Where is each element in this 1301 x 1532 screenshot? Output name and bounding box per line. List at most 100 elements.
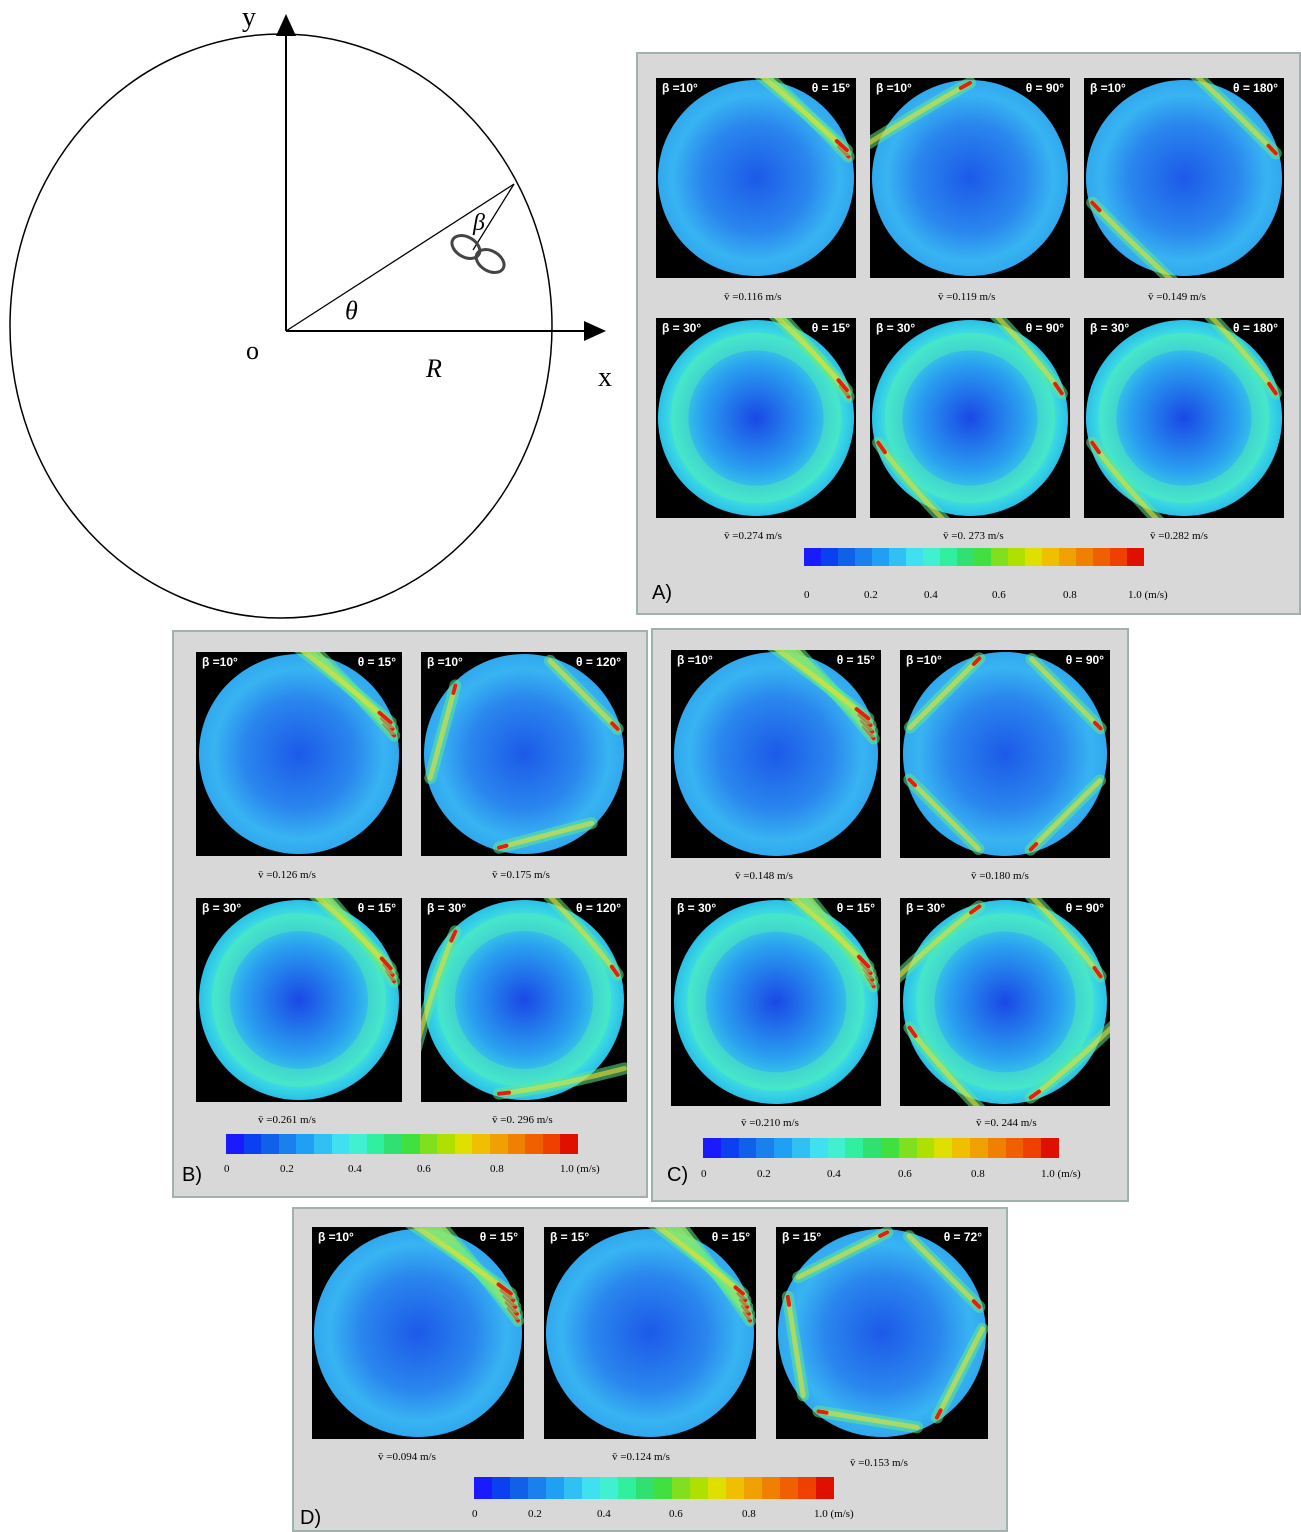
colorbar-swatch xyxy=(756,1138,775,1158)
beta-value-label: β =10° xyxy=(202,655,238,669)
colorbar-swatch xyxy=(957,548,974,566)
colorbar-tick-label: 0 xyxy=(224,1163,230,1175)
colorbar xyxy=(474,1477,834,1499)
colorbar-swatch xyxy=(991,548,1008,566)
velocity-contour-plot: β =10° θ = 15° xyxy=(671,650,881,858)
colorbar-swatch xyxy=(1008,548,1025,566)
beta-value-label: β =10° xyxy=(318,1230,354,1244)
theta-value-label: θ = 72° xyxy=(943,1230,982,1244)
colorbar-swatch xyxy=(618,1477,636,1499)
beta-value-label: β =10° xyxy=(427,655,463,669)
beta-value-label: β = 30° xyxy=(876,321,916,335)
mean-velocity-label: v̄ =0.119 m/s xyxy=(938,291,996,303)
colorbar-swatch xyxy=(454,1134,473,1154)
theta-value-label: θ = 90° xyxy=(1065,901,1104,915)
colorbar-swatch xyxy=(560,1134,578,1154)
beta-value-label: β = 15° xyxy=(782,1230,822,1244)
colorbar xyxy=(703,1138,1059,1158)
colorbar-swatch xyxy=(507,1134,526,1154)
beta-value-label: β = 30° xyxy=(662,321,702,335)
theta-value-label: θ = 120° xyxy=(576,901,621,915)
colorbar-tick-label: 0 xyxy=(804,589,810,601)
colorbar-swatch xyxy=(419,1134,438,1154)
colorbar-tick-label: 0 xyxy=(701,1168,707,1180)
colorbar-swatch xyxy=(744,1477,762,1499)
colorbar-swatch xyxy=(582,1477,600,1499)
panel-label: D) xyxy=(300,1507,322,1529)
velocity-contour-plot: β =10° θ = 15° xyxy=(656,78,856,278)
colorbar-swatch xyxy=(798,1477,816,1499)
colorbar-swatch xyxy=(1127,548,1144,566)
colorbar-swatch xyxy=(226,1134,244,1154)
theta-value-label: θ = 180° xyxy=(1233,81,1278,95)
colorbar-swatch xyxy=(1110,548,1127,566)
beta-label: β xyxy=(473,210,485,236)
colorbar-swatch xyxy=(804,548,821,566)
colorbar-swatch xyxy=(1093,548,1110,566)
colorbar-tick-label: 1.0 (m/s) xyxy=(814,1508,854,1520)
theta-value-label: θ = 120° xyxy=(576,655,621,669)
nozzle-icon xyxy=(450,234,506,274)
colorbar-tick-label: 0.8 xyxy=(742,1508,756,1520)
colorbar-swatch xyxy=(816,1477,834,1499)
colorbar-swatch xyxy=(880,1138,899,1158)
colorbar-tick-label: 0.2 xyxy=(864,589,878,601)
velocity-contour-plot: β =10° θ = 90° xyxy=(870,78,1070,278)
mean-velocity-label: v̄ =0.274 m/s xyxy=(724,530,782,542)
colorbar-swatch xyxy=(401,1134,420,1154)
mean-velocity-label: v̄ =0.116 m/s xyxy=(724,291,782,303)
colorbar-swatch xyxy=(708,1477,726,1499)
colorbar-swatch xyxy=(1059,548,1076,566)
colorbar-swatch xyxy=(474,1477,492,1499)
colorbar-swatch xyxy=(1005,1138,1024,1158)
colorbar-tick-label: 0.8 xyxy=(971,1168,985,1180)
radius-line xyxy=(285,183,515,332)
colorbar-tick-label: 0.8 xyxy=(490,1163,504,1175)
colorbar-swatch xyxy=(952,1138,970,1158)
colorbar-swatch xyxy=(780,1477,798,1499)
colorbar-swatch xyxy=(492,1477,510,1499)
y-axis-label: y xyxy=(242,2,256,33)
x-axis-label: x xyxy=(598,362,612,393)
colorbar xyxy=(804,548,1144,566)
mean-velocity-label: v̄ =0. 296 m/s xyxy=(492,1114,553,1126)
colorbar-swatch xyxy=(654,1477,672,1499)
colorbar-swatch xyxy=(762,1477,780,1499)
colorbar-swatch xyxy=(1025,548,1042,566)
colorbar-swatch xyxy=(863,1138,881,1158)
velocity-contour-plot: β = 15° θ = 15° xyxy=(544,1227,756,1439)
colorbar-tick-label: 0.6 xyxy=(669,1508,683,1520)
colorbar-swatch xyxy=(934,1138,953,1158)
panel-label: C) xyxy=(667,1164,689,1186)
theta-value-label: θ = 15° xyxy=(479,1230,518,1244)
colorbar-swatch xyxy=(821,548,838,566)
velocity-contour-plot: β = 15° θ = 72° xyxy=(776,1227,988,1439)
colorbar-swatch xyxy=(889,548,906,566)
velocity-contour-plot: β = 30° θ = 15° xyxy=(656,318,856,518)
theta-value-label: θ = 15° xyxy=(836,653,875,667)
colorbar-tick-label: 0.4 xyxy=(348,1163,362,1175)
colorbar xyxy=(226,1134,578,1154)
colorbar-tick-label: 0.2 xyxy=(528,1508,542,1520)
mean-velocity-label: v̄ =0.180 m/s xyxy=(971,870,1029,882)
mean-velocity-label: v̄ =0.261 m/s xyxy=(258,1114,316,1126)
colorbar-tick-label: 0.6 xyxy=(898,1168,912,1180)
beta-value-label: β = 30° xyxy=(677,901,717,915)
colorbar-swatch xyxy=(827,1138,846,1158)
mean-velocity-label: v̄ =0.148 m/s xyxy=(735,870,793,882)
tank-outline xyxy=(9,33,553,619)
colorbar-swatch xyxy=(349,1134,367,1154)
jet-axis-line xyxy=(472,183,515,251)
velocity-contour-plot: β =10° θ = 120° xyxy=(421,652,627,856)
colorbar-swatch xyxy=(489,1134,508,1154)
velocity-contour-plot: β = 30° θ = 15° xyxy=(671,898,881,1106)
colorbar-swatch xyxy=(916,1138,935,1158)
mean-velocity-label: v̄ =0.153 m/s xyxy=(850,1457,908,1469)
colorbar-swatch xyxy=(987,1138,1006,1158)
theta-value-label: θ = 90° xyxy=(1025,81,1064,95)
colorbar-swatch xyxy=(974,548,991,566)
beta-value-label: β =10° xyxy=(906,653,942,667)
mean-velocity-label: v̄ =0. 244 m/s xyxy=(976,1117,1037,1129)
colorbar-swatch xyxy=(1041,1138,1059,1158)
panel-label: B) xyxy=(182,1164,202,1186)
